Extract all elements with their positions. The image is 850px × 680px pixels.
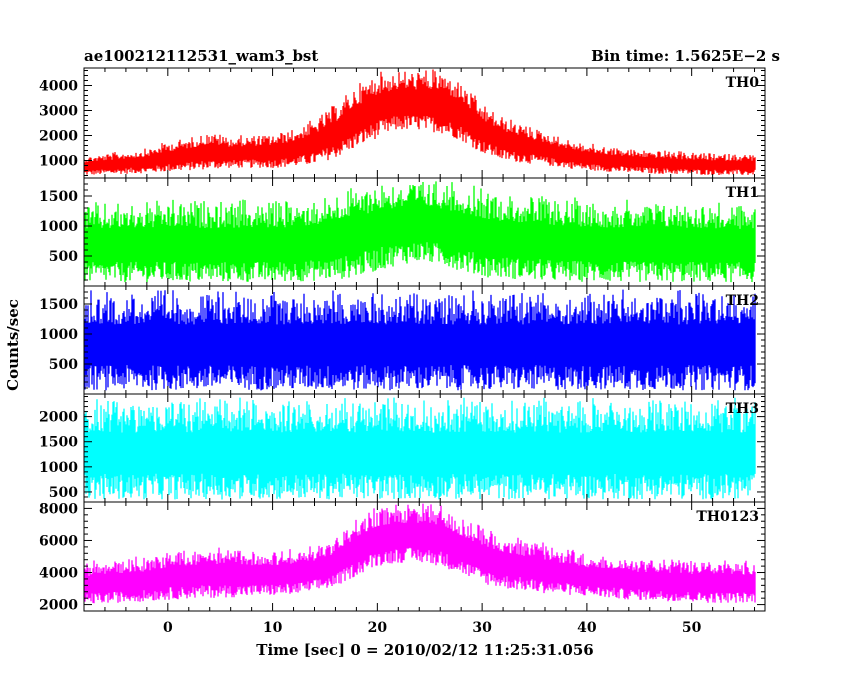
series-th0123-curve xyxy=(84,503,756,604)
chart-title-right: Bin time: 1.5625E−2 s xyxy=(591,47,780,65)
y-tick-label: 8000 xyxy=(39,501,78,517)
x-axis: 0 10 20 30 40 50 xyxy=(163,620,702,636)
panel-name-label: TH0123 xyxy=(696,509,759,525)
y-tick-label: 500 xyxy=(49,249,78,265)
panel-th0123: 2000 4000 6000 8000 TH0123 xyxy=(39,501,766,614)
panel-name-label: TH2 xyxy=(726,293,759,309)
y-tick-label: 4000 xyxy=(39,79,78,95)
y-tick-label: 4000 xyxy=(39,566,78,582)
y-tick-label: 2000 xyxy=(39,598,78,614)
x-axis-label: Time [sec] 0 = 2010/02/12 11:25:31.056 xyxy=(256,641,593,659)
y-tick-label: 1000 xyxy=(39,327,78,343)
panel-th3: 500 1000 1500 2000 TH3 xyxy=(39,393,766,503)
series-th1-curve xyxy=(84,181,756,283)
series-th2-curve xyxy=(84,289,756,391)
panel-th2: 500 1000 1500 TH2 xyxy=(39,285,766,395)
panel-name-label: TH0 xyxy=(726,75,760,91)
y-tick-label: 2000 xyxy=(39,410,78,426)
x-tick-label: 20 xyxy=(368,620,388,636)
series-th0-curve xyxy=(84,69,756,175)
y-tick-label: 3000 xyxy=(39,104,78,120)
series-th3-curve xyxy=(84,397,756,500)
y-tick-label: 500 xyxy=(49,357,78,373)
y-tick-label: 500 xyxy=(49,485,78,501)
panel-frame xyxy=(83,501,766,612)
x-tick-label: 0 xyxy=(163,620,173,636)
x-tick-label: 40 xyxy=(577,620,597,636)
y-tick-label: 1500 xyxy=(39,297,78,313)
x-tick-label: 10 xyxy=(263,620,283,636)
panel-th0: 1000 2000 3000 4000 TH0 xyxy=(39,67,766,179)
y-tick-label: 1000 xyxy=(39,154,78,170)
y-tick-label: 1000 xyxy=(39,460,78,476)
y-tick-label: 2000 xyxy=(39,129,78,145)
x-tick-label: 50 xyxy=(682,620,702,636)
y-tick-label: 1000 xyxy=(39,219,78,235)
panel-name-label: TH1 xyxy=(726,185,759,201)
chart-title-left: ae100212112531_wam3_bst xyxy=(84,47,318,65)
panel-th1: 500 1000 1500 TH1 xyxy=(39,177,766,287)
y-tick-label: 1500 xyxy=(39,189,78,205)
panel-name-label: TH3 xyxy=(726,401,759,417)
y-tick-label: 6000 xyxy=(39,533,78,549)
panels-group: 1000 2000 3000 4000 TH0 500 1000 1500 TH1 500 1000… xyxy=(39,67,766,614)
x-tick-label: 30 xyxy=(472,620,492,636)
y-tick-label: 1500 xyxy=(39,435,78,451)
y-axis-label: Counts/sec xyxy=(4,299,22,391)
